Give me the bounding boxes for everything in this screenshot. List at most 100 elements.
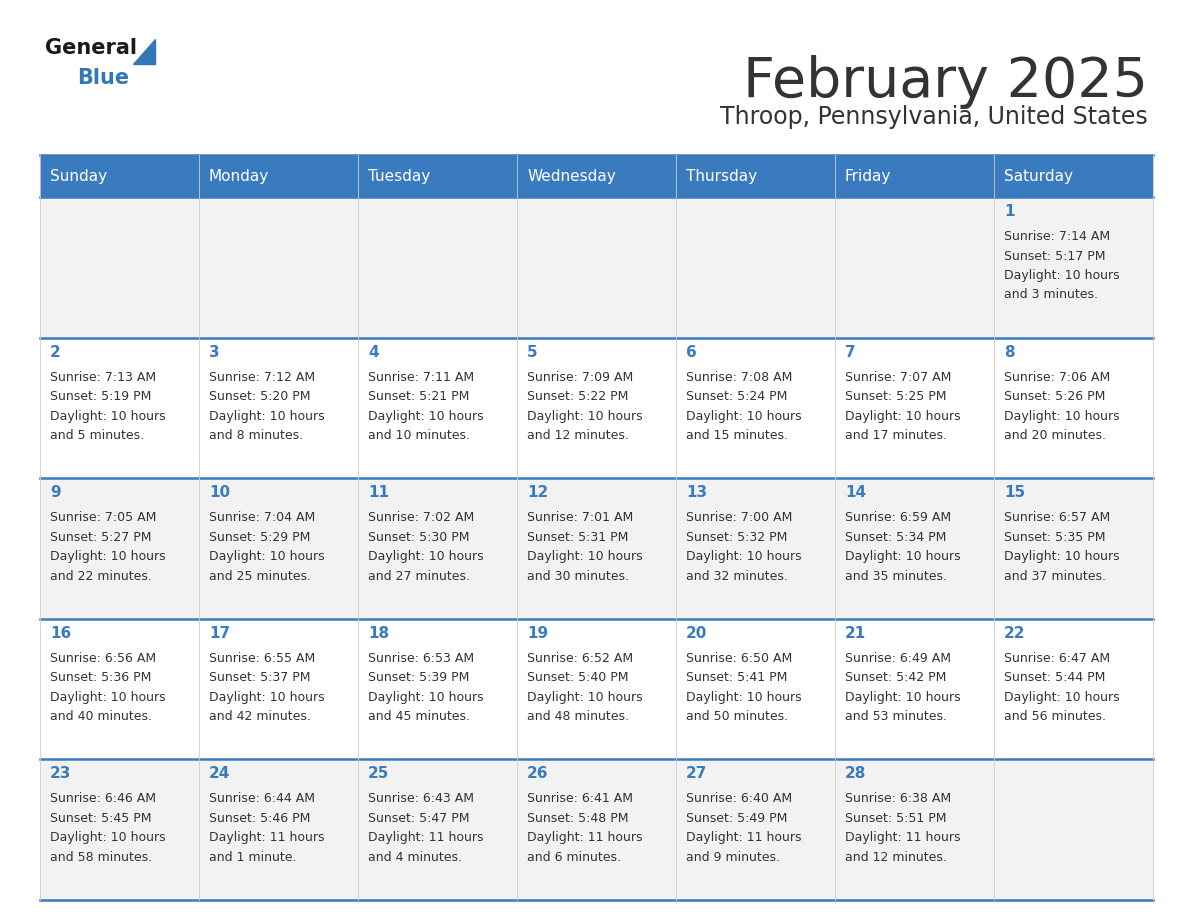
Text: Saturday: Saturday — [1004, 169, 1073, 184]
Bar — [40, 338, 200, 478]
Bar — [994, 197, 1154, 338]
Text: Daylight: 10 hours: Daylight: 10 hours — [1004, 550, 1119, 564]
Text: Sunrise: 6:53 AM: Sunrise: 6:53 AM — [368, 652, 474, 665]
Text: Sunrise: 7:01 AM: Sunrise: 7:01 AM — [527, 511, 633, 524]
Text: Thursday: Thursday — [685, 169, 757, 184]
Bar — [358, 619, 517, 759]
Bar — [835, 197, 994, 338]
Text: Daylight: 10 hours: Daylight: 10 hours — [685, 409, 802, 422]
Text: Sunrise: 7:13 AM: Sunrise: 7:13 AM — [50, 371, 156, 384]
Text: Sunrise: 7:07 AM: Sunrise: 7:07 AM — [845, 371, 952, 384]
Bar — [676, 197, 835, 338]
Text: and 10 minutes.: and 10 minutes. — [368, 429, 470, 442]
Bar — [517, 619, 676, 759]
Text: February 2025: February 2025 — [742, 55, 1148, 109]
Bar — [517, 338, 676, 478]
Text: Sunrise: 6:57 AM: Sunrise: 6:57 AM — [1004, 511, 1111, 524]
Text: and 40 minutes.: and 40 minutes. — [50, 711, 152, 723]
Bar — [676, 759, 835, 900]
Bar — [676, 619, 835, 759]
Text: 20: 20 — [685, 626, 707, 641]
Text: Sunrise: 6:47 AM: Sunrise: 6:47 AM — [1004, 652, 1110, 665]
Text: Daylight: 11 hours: Daylight: 11 hours — [527, 832, 643, 845]
Bar — [517, 759, 676, 900]
Text: 17: 17 — [209, 626, 230, 641]
Bar — [40, 478, 200, 619]
Text: Sunrise: 6:56 AM: Sunrise: 6:56 AM — [50, 652, 156, 665]
Text: and 9 minutes.: and 9 minutes. — [685, 851, 781, 864]
Text: Sunset: 5:40 PM: Sunset: 5:40 PM — [527, 671, 628, 684]
Text: Sunset: 5:29 PM: Sunset: 5:29 PM — [209, 531, 310, 543]
Text: Daylight: 10 hours: Daylight: 10 hours — [50, 832, 165, 845]
Text: Sunset: 5:37 PM: Sunset: 5:37 PM — [209, 671, 310, 684]
Bar — [835, 155, 994, 197]
Text: Daylight: 10 hours: Daylight: 10 hours — [368, 409, 484, 422]
Text: Sunrise: 7:14 AM: Sunrise: 7:14 AM — [1004, 230, 1110, 243]
Text: 8: 8 — [1004, 344, 1015, 360]
Bar — [40, 759, 200, 900]
Bar — [517, 197, 676, 338]
Text: Blue: Blue — [77, 68, 129, 88]
Text: Daylight: 10 hours: Daylight: 10 hours — [209, 550, 324, 564]
Text: Sunrise: 6:43 AM: Sunrise: 6:43 AM — [368, 792, 474, 805]
Text: and 12 minutes.: and 12 minutes. — [845, 851, 947, 864]
Bar — [835, 759, 994, 900]
Text: Sunrise: 7:12 AM: Sunrise: 7:12 AM — [209, 371, 315, 384]
Text: and 5 minutes.: and 5 minutes. — [50, 429, 144, 442]
Text: 14: 14 — [845, 486, 866, 500]
Bar — [358, 155, 517, 197]
Text: Sunrise: 6:55 AM: Sunrise: 6:55 AM — [209, 652, 315, 665]
Text: Sunday: Sunday — [50, 169, 107, 184]
Text: Daylight: 10 hours: Daylight: 10 hours — [209, 691, 324, 704]
Bar — [994, 155, 1154, 197]
Bar — [835, 478, 994, 619]
Text: and 50 minutes.: and 50 minutes. — [685, 711, 788, 723]
Bar — [517, 478, 676, 619]
Text: Daylight: 10 hours: Daylight: 10 hours — [527, 550, 643, 564]
Text: 21: 21 — [845, 626, 866, 641]
Text: Sunset: 5:39 PM: Sunset: 5:39 PM — [368, 671, 469, 684]
Polygon shape — [133, 39, 154, 64]
Text: 22: 22 — [1004, 626, 1025, 641]
Text: Sunrise: 7:05 AM: Sunrise: 7:05 AM — [50, 511, 157, 524]
Text: Sunrise: 7:02 AM: Sunrise: 7:02 AM — [368, 511, 474, 524]
Text: Sunset: 5:24 PM: Sunset: 5:24 PM — [685, 390, 788, 403]
Text: Sunset: 5:17 PM: Sunset: 5:17 PM — [1004, 250, 1106, 263]
Text: Sunset: 5:48 PM: Sunset: 5:48 PM — [527, 812, 628, 825]
Text: Daylight: 10 hours: Daylight: 10 hours — [685, 550, 802, 564]
Text: Sunrise: 7:06 AM: Sunrise: 7:06 AM — [1004, 371, 1111, 384]
Bar — [994, 338, 1154, 478]
Text: Tuesday: Tuesday — [368, 169, 430, 184]
Text: Daylight: 11 hours: Daylight: 11 hours — [685, 832, 802, 845]
Text: General: General — [45, 38, 137, 58]
Text: and 48 minutes.: and 48 minutes. — [527, 711, 628, 723]
Text: Sunset: 5:30 PM: Sunset: 5:30 PM — [368, 531, 469, 543]
Text: Sunrise: 7:11 AM: Sunrise: 7:11 AM — [368, 371, 474, 384]
Bar — [200, 478, 358, 619]
Text: 12: 12 — [527, 486, 548, 500]
Bar — [517, 155, 676, 197]
Text: 19: 19 — [527, 626, 548, 641]
Text: and 25 minutes.: and 25 minutes. — [209, 570, 311, 583]
Text: Daylight: 10 hours: Daylight: 10 hours — [50, 691, 165, 704]
Bar — [358, 338, 517, 478]
Text: Friday: Friday — [845, 169, 891, 184]
Text: 28: 28 — [845, 767, 866, 781]
Text: and 20 minutes.: and 20 minutes. — [1004, 429, 1106, 442]
Text: and 22 minutes.: and 22 minutes. — [50, 570, 152, 583]
Text: Daylight: 10 hours: Daylight: 10 hours — [368, 691, 484, 704]
Bar — [994, 619, 1154, 759]
Bar — [994, 759, 1154, 900]
Text: Sunset: 5:42 PM: Sunset: 5:42 PM — [845, 671, 947, 684]
Text: and 42 minutes.: and 42 minutes. — [209, 711, 311, 723]
Bar — [200, 759, 358, 900]
Text: Daylight: 10 hours: Daylight: 10 hours — [845, 691, 961, 704]
Text: Sunset: 5:36 PM: Sunset: 5:36 PM — [50, 671, 151, 684]
Text: 10: 10 — [209, 486, 230, 500]
Text: and 1 minute.: and 1 minute. — [209, 851, 297, 864]
Text: Sunset: 5:32 PM: Sunset: 5:32 PM — [685, 531, 788, 543]
Bar — [676, 478, 835, 619]
Bar — [200, 338, 358, 478]
Text: Monday: Monday — [209, 169, 270, 184]
Text: 11: 11 — [368, 486, 388, 500]
